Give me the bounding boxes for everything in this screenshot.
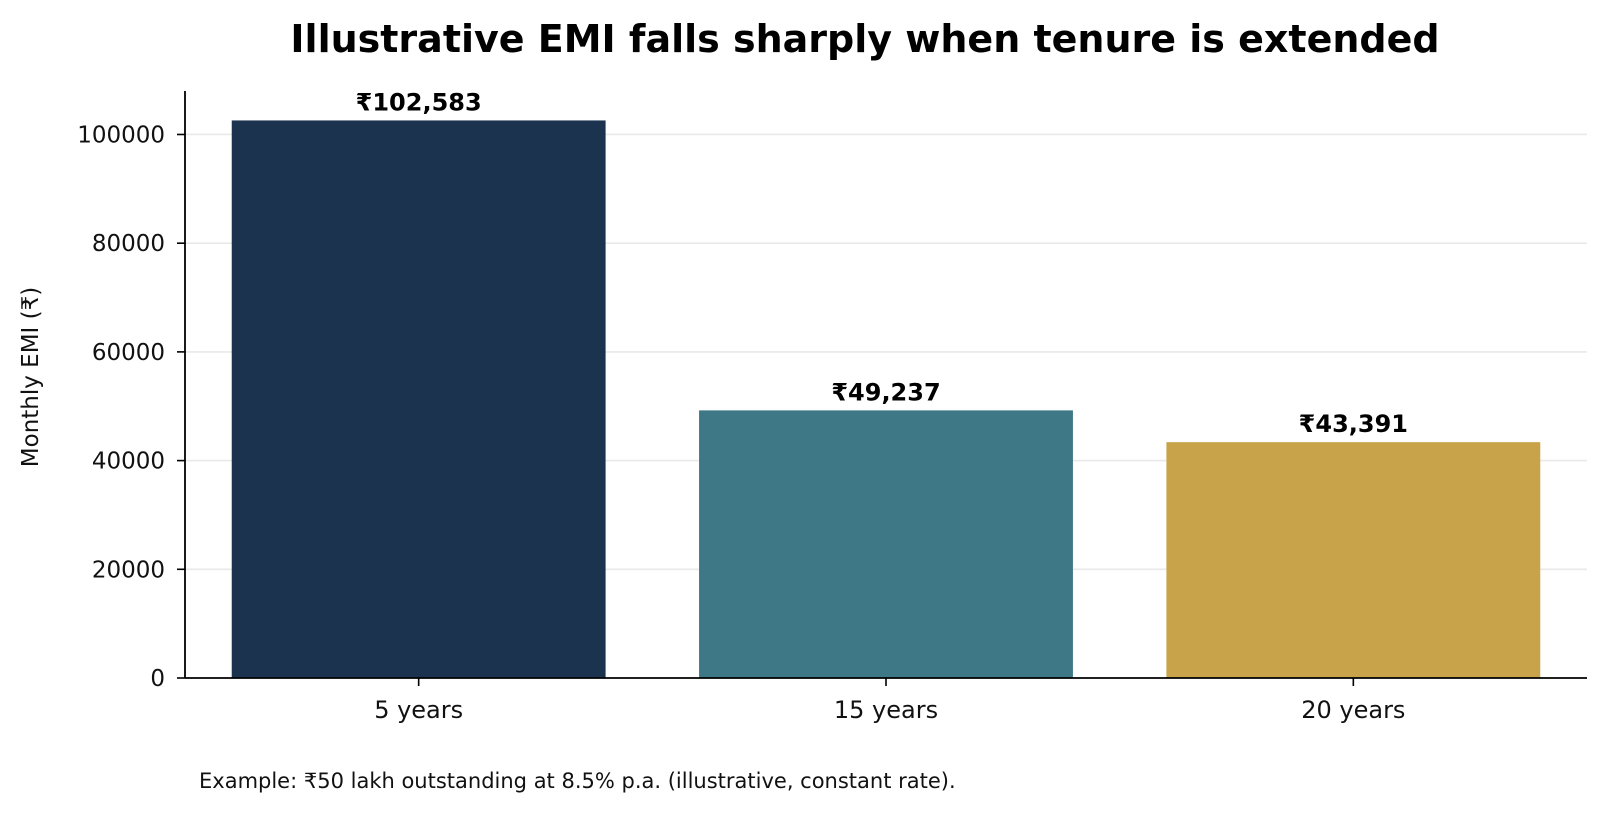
x-tick-label: 20 years — [1301, 696, 1405, 724]
y-tick-label: 100000 — [77, 122, 165, 148]
bar — [1166, 442, 1541, 678]
axes: 0 20000 40000 60000 80000 100000 5 years 15 yea… — [77, 91, 1587, 724]
data-label: ₹49,237 — [831, 378, 940, 406]
bars — [231, 120, 1541, 679]
y-tick-label: 20000 — [92, 557, 165, 583]
y-tick-label: 40000 — [92, 449, 165, 475]
bar — [231, 120, 606, 679]
y-tick-label: 80000 — [92, 231, 165, 257]
data-labels: ₹102,583 ₹49,237 ₹43,391 — [356, 88, 1408, 438]
y-axis-label: Monthly EMI (₹) — [18, 287, 44, 467]
x-tick-label: 5 years — [374, 696, 463, 724]
chart-footnote: Example: ₹50 lakh outstanding at 8.5% p.… — [199, 769, 956, 793]
data-label: ₹102,583 — [356, 88, 482, 116]
data-label: ₹43,391 — [1299, 410, 1408, 438]
y-tick-label: 60000 — [92, 340, 165, 366]
y-tick-label: 0 — [150, 666, 165, 692]
x-tick-label: 15 years — [834, 696, 938, 724]
chart-title: Illustrative EMI falls sharply when tenu… — [290, 17, 1439, 61]
bar — [699, 410, 1073, 678]
